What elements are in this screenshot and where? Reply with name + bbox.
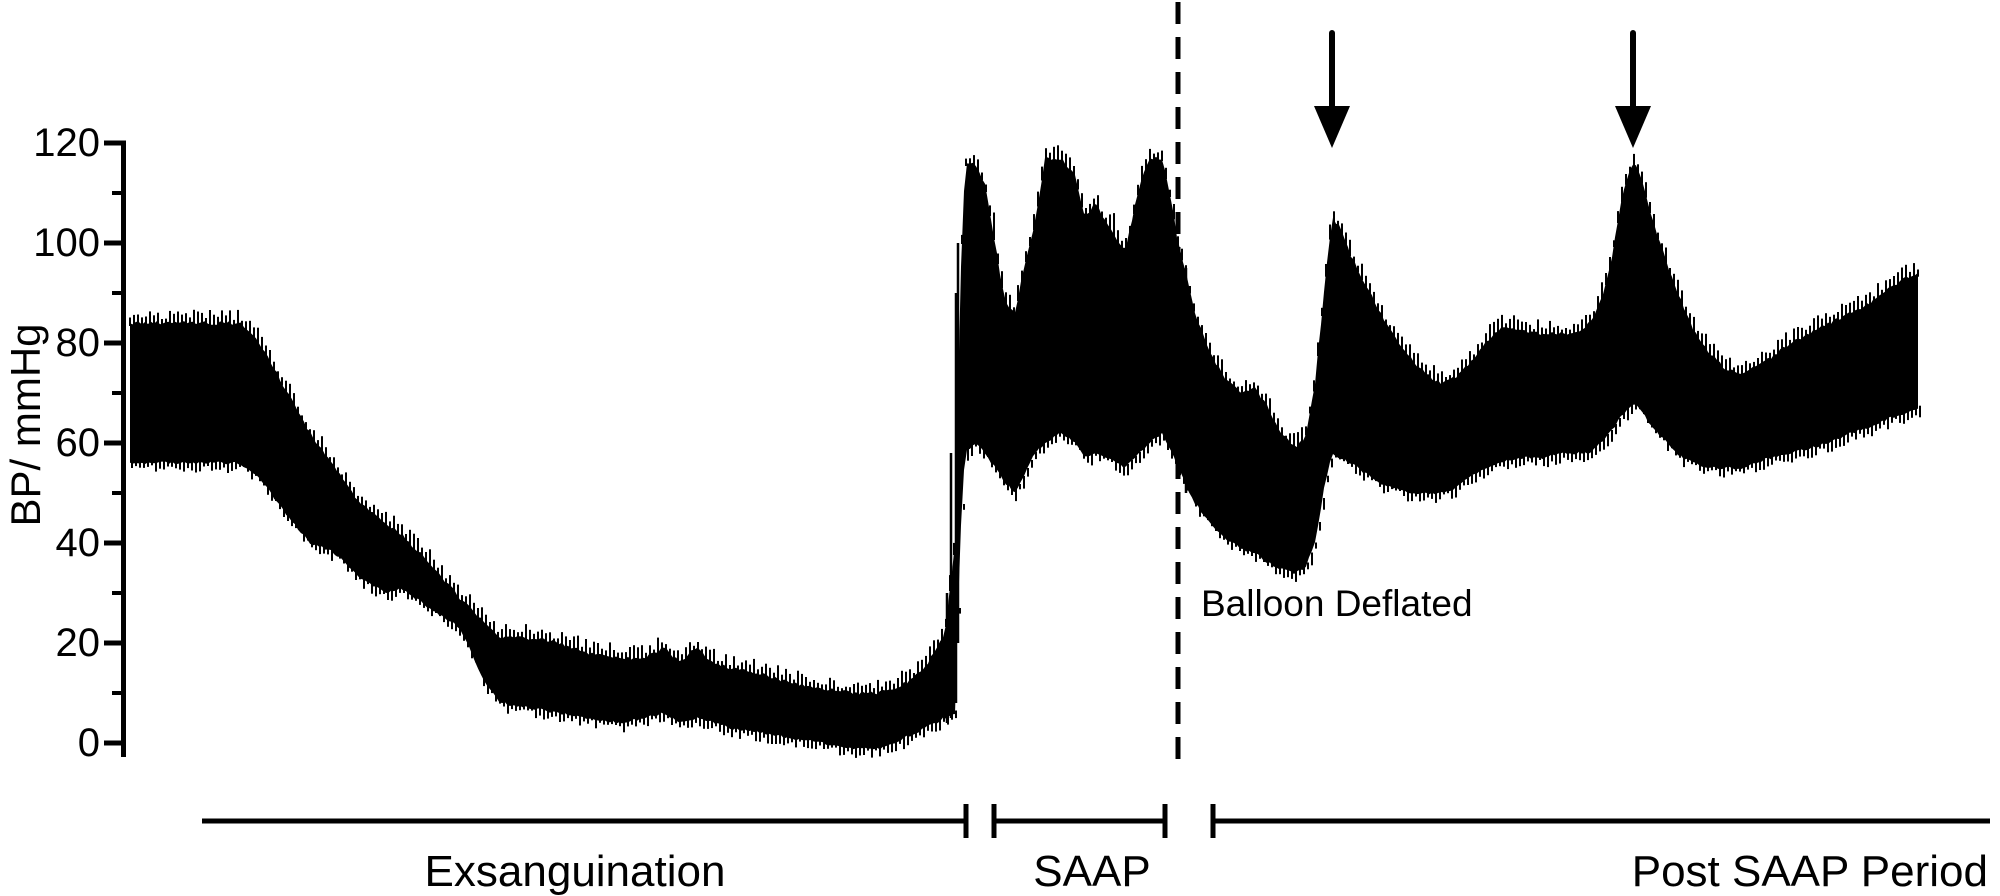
y-minor-tick [112,691,126,695]
down-arrow-icon [1314,30,1350,148]
down-arrow-icon [1615,30,1651,148]
y-tick-label: 100 [33,221,100,265]
y-tick-label: 60 [55,421,101,465]
y-minor-tick [112,291,126,295]
y-major-tick [104,440,126,446]
bp-waveform-band [130,156,1918,750]
y-major-tick [104,240,126,246]
y-major-tick [104,540,126,546]
y-major-tick [104,640,126,646]
pulse-spikes [129,145,1921,758]
y-major-tick [104,740,126,746]
y-minor-tick [112,191,126,195]
y-axis [104,140,126,757]
y-tick-label: 120 [33,121,100,165]
phase-brackets [202,804,1990,838]
y-major-tick [104,340,126,346]
phase-label-post-saap-period: Post SAAP Period [1631,847,1988,896]
y-major-tick [104,140,126,146]
phase-label-saap: SAAP [1033,847,1151,896]
y-tick-label: 80 [55,321,101,365]
balloon-deflated-label: Balloon Deflated [1201,583,1473,624]
phase-label-exsanguination: Exsanguination [424,847,726,896]
y-minor-tick [112,391,126,395]
y-tick-label: 0 [77,721,100,765]
y-tick-label: 20 [55,621,101,665]
y-tick-label: 40 [55,521,101,565]
y-axis-title: BP/ mmHg [2,323,49,527]
y-minor-tick [112,491,126,495]
y-minor-tick [112,591,126,595]
